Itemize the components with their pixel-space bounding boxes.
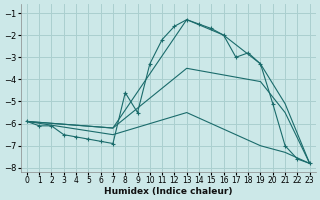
X-axis label: Humidex (Indice chaleur): Humidex (Indice chaleur) <box>104 187 233 196</box>
